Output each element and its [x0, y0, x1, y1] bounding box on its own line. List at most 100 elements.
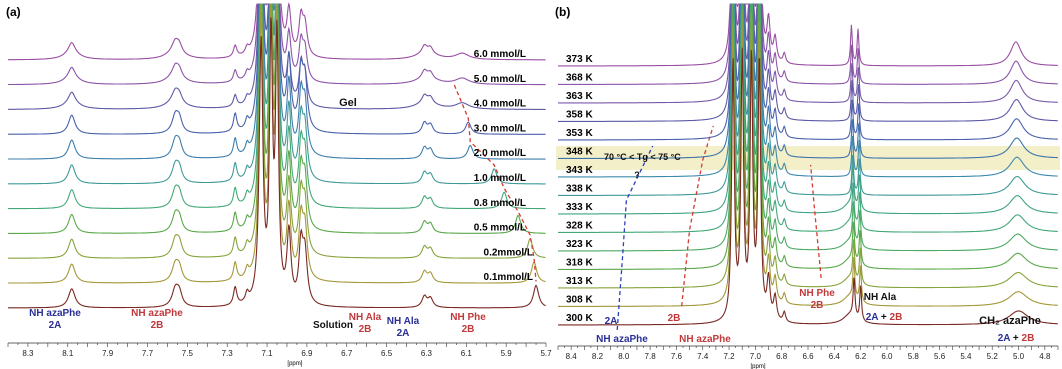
- nh-phe-2b-label: NH Phe: [450, 312, 486, 323]
- x-tick-label: 6.3: [421, 349, 433, 358]
- temperature-label: 308 K: [566, 295, 593, 306]
- concentration-label: 4.0 mmol/L: [474, 99, 526, 110]
- temperature-label: 368 K: [566, 73, 593, 84]
- x-tick-label: 7.9: [102, 349, 114, 358]
- x-tick-label: 5.0: [1013, 352, 1025, 361]
- x-tick-label: 5.9: [501, 349, 513, 358]
- panel-a: (a) 6.0 mmol/L 5.0 mmol/L 4.0 mmol/L 3.0 mm…: [6, 2, 552, 367]
- x-tick-label: 6.8: [776, 352, 788, 361]
- spectrum-trace: [558, 3, 1058, 67]
- solution-label: Solution: [313, 320, 353, 331]
- x-tick-label: 5.2: [987, 352, 999, 361]
- nh-azaphe-2a-label: NH azaPhe: [29, 308, 81, 319]
- nh-phe-label: NH Phe: [799, 288, 835, 299]
- x-tick-label: 8.4: [566, 352, 578, 361]
- x-tick-label: 6.2: [855, 352, 867, 361]
- temperature-label: 318 K: [566, 258, 593, 269]
- x-tick-label: 6.9: [301, 349, 313, 358]
- temperature-label: 338 K: [566, 184, 593, 195]
- spectrum-trace: [558, 3, 1058, 104]
- spectrum-trace: [558, 3, 1058, 141]
- nh-azaphe-2a-sub: 2A: [49, 320, 62, 331]
- temperature-label: 358 K: [566, 110, 593, 121]
- spectrum-trace: [7, 17, 546, 309]
- x-tick-label: 6.7: [341, 349, 353, 358]
- x-tick-label: 7.7: [142, 349, 154, 358]
- temperature-label: 333 K: [566, 202, 593, 213]
- nh-phe-sub: 2B: [811, 300, 824, 311]
- temperature-label: 373 K: [566, 54, 593, 65]
- nh-ala-2a-label: NH Ala: [387, 316, 420, 327]
- x-tick-label: 7.6: [671, 352, 683, 361]
- nh-phe-guide: [809, 164, 822, 279]
- temperature-label: 300 K: [566, 313, 593, 324]
- spectrum-trace: [558, 3, 1058, 122]
- nh-phe-2b-sub: 2B: [462, 324, 475, 335]
- nh-ala-2b-sub: 2B: [359, 324, 372, 335]
- x-tick-label: 7.2: [723, 352, 735, 361]
- nh-azaphe-2a-guide: [616, 145, 654, 331]
- x-tick-label: 8.1: [62, 349, 74, 358]
- nh-ala-2a-sub: 2A: [397, 328, 410, 339]
- x-axis-title: [ppm]: [287, 361, 302, 367]
- x-tick-label: 7.8: [645, 352, 657, 361]
- temperature-label: 328 K: [566, 221, 593, 232]
- spectrum-trace: [558, 3, 1058, 215]
- panel-a-label: (a): [6, 5, 21, 19]
- gel-label: Gel: [339, 97, 357, 109]
- x-tick-label: 8.0: [618, 352, 630, 361]
- concentration-label: 3.0 mmol/L: [474, 123, 526, 134]
- x-tick-label: 6.5: [381, 349, 393, 358]
- label-2b: 2B: [668, 313, 681, 324]
- x-tick-label: 6.6: [802, 352, 814, 361]
- x-tick-label: 8.2: [592, 352, 604, 361]
- spectrum-trace: [7, 3, 546, 284]
- x-tick-label: 5.4: [960, 352, 972, 361]
- spectrum-trace: [558, 3, 1058, 178]
- spectrum-trace: [558, 29, 1058, 307]
- nh-ala-sub: 2A + 2B: [866, 312, 903, 323]
- nh-azaphe-2b-label: NH azaPhe: [131, 308, 183, 319]
- temperature-label: 313 K: [566, 276, 593, 287]
- spectrum-trace: [558, 3, 1058, 270]
- x-tick-label: 7.1: [261, 349, 273, 358]
- spectrum-trace: [558, 3, 1058, 85]
- concentration-label: 0.2mmol/L: [484, 247, 533, 258]
- panel-b: (b) 373 K 368 K 363 K 358 K 353 K 348 K 343 K 3…: [555, 2, 1060, 369]
- nh-ala-2b-label: NH Ala: [349, 312, 382, 323]
- question-mark: ?: [634, 170, 640, 180]
- tg-annotation: 70 °C < Tg < 75 °C: [604, 152, 681, 162]
- label-2a: 2A: [605, 316, 618, 327]
- ch2-sub: 2A + 2B: [998, 333, 1035, 344]
- x-tick-label: 7.5: [182, 349, 194, 358]
- concentration-label: 0.1mmol/L: [484, 272, 533, 283]
- x-tick-label: 5.7: [540, 349, 552, 358]
- x-tick-label: 6.0: [881, 352, 893, 361]
- x-tick-label: 5.8: [908, 352, 920, 361]
- spectrum-trace: [558, 47, 1058, 326]
- spectrum-trace: [558, 10, 1058, 289]
- spectrum-trace: [558, 2, 1058, 252]
- x-tick-label: 6.1: [461, 349, 473, 358]
- x-tick-label: 4.8: [1039, 352, 1051, 361]
- temperature-label: 323 K: [566, 239, 593, 250]
- concentration-label: 0.8 mmol/L: [474, 198, 526, 209]
- x-tick-label: 6.4: [829, 352, 841, 361]
- concentration-label: 1.0 mmol/L: [474, 173, 526, 184]
- nh-ala-label: NH Ala: [864, 292, 897, 303]
- x-axis-title: [ppm]: [750, 364, 765, 369]
- spectrum-trace: [558, 3, 1058, 233]
- x-tick-label: 7.4: [697, 352, 709, 361]
- x-tick-label: 5.6: [934, 352, 946, 361]
- temperature-label: 343 K: [566, 165, 593, 176]
- temperature-label: 348 K: [566, 147, 593, 158]
- concentration-label: 5.0 mmol/L: [474, 74, 526, 85]
- ch2-azaphe-label: CH₂ azaPhe: [979, 315, 1041, 327]
- concentration-label: 2.0 mmol/L: [474, 148, 526, 159]
- x-tick-label: 8.3: [22, 349, 34, 358]
- nh-azaphe-red-label: NH azaPhe: [679, 334, 731, 345]
- nh-azaphe-2b-guide: [681, 125, 714, 307]
- x-tick-label: 7.0: [750, 352, 762, 361]
- panel-b-label: (b): [555, 5, 570, 19]
